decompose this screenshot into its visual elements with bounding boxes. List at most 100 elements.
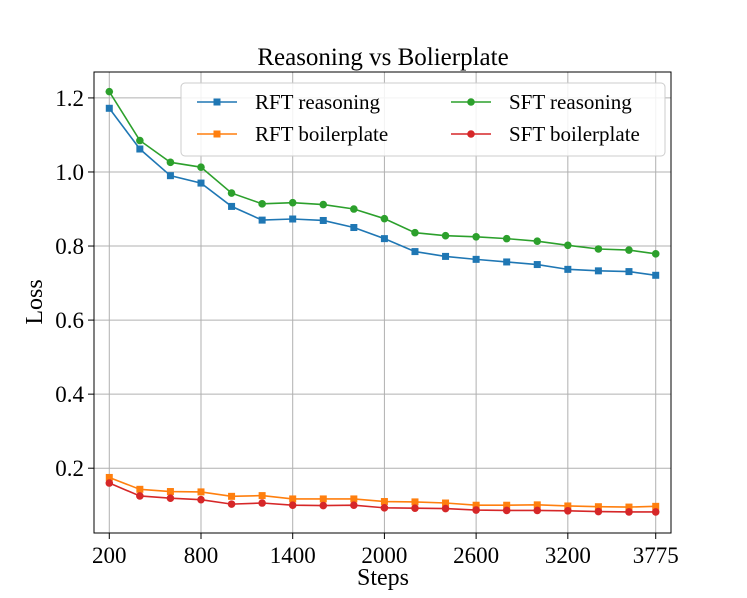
legend-label-sft-reasoning: SFT reasoning — [509, 90, 632, 114]
y-tick-label: 0.4 — [55, 382, 84, 407]
data-point-rft-boilerplate — [228, 492, 236, 500]
legend: RFT reasoning RFT boilerplate SFT reasonin… — [180, 82, 666, 157]
x-axis-label: Steps — [357, 565, 409, 591]
data-point-rft-reasoning — [258, 216, 266, 224]
data-point-sft-boilerplate — [227, 500, 236, 508]
data-point-rft-reasoning — [197, 179, 205, 187]
x-tick-label: 2000 — [361, 543, 407, 568]
data-point-sft-reasoning — [594, 245, 603, 253]
data-point-sft-reasoning — [380, 214, 389, 223]
data-point-sft-reasoning — [564, 241, 572, 250]
data-point-sft-reasoning — [258, 200, 266, 208]
data-point-rft-boilerplate — [289, 495, 297, 503]
data-point-rft-boilerplate — [472, 501, 480, 509]
data-point-rft-reasoning — [228, 202, 236, 210]
x-tick-label: 3200 — [545, 543, 591, 568]
data-point-rft-boilerplate — [652, 502, 660, 510]
data-point-rft-boilerplate — [105, 473, 113, 481]
chart-title: Reasoning vs Bolierplate — [257, 44, 508, 71]
data-point-sft-reasoning — [166, 158, 175, 167]
data-point-sft-boilerplate — [288, 501, 297, 510]
data-point-sft-reasoning — [502, 234, 511, 243]
data-point-sft-boilerplate — [166, 494, 175, 502]
legend-label-rft-boilerplate: RFT boilerplate — [255, 122, 388, 146]
tick-layer: 200 800 1400 2000 2600 3200 3775 0.2 0.4 0.6 0.8 1.… — [55, 86, 678, 568]
series-sft-reasoning — [105, 87, 660, 258]
y-axis-label: Loss — [22, 279, 48, 324]
data-point-rft-reasoning — [105, 104, 113, 112]
data-point-sft-reasoning — [651, 250, 660, 258]
data-point-sft-reasoning — [411, 228, 419, 237]
data-point-rft-reasoning — [136, 145, 144, 153]
data-point-sft-boilerplate — [136, 492, 144, 500]
data-point-sft-reasoning — [441, 231, 450, 240]
legend-marker-sft-boilerplate — [467, 130, 475, 138]
data-point-sft-reasoning — [472, 232, 480, 241]
data-point-rft-reasoning — [350, 224, 358, 232]
data-point-sft-boilerplate — [472, 506, 480, 514]
legend-marker-rft-reasoning — [213, 98, 221, 106]
data-point-sft-reasoning — [533, 237, 542, 246]
data-point-sft-reasoning — [197, 163, 205, 171]
data-point-rft-reasoning — [380, 235, 388, 243]
data-point-sft-boilerplate — [319, 501, 328, 510]
x-tick-label: 200 — [92, 543, 127, 568]
data-point-sft-boilerplate — [105, 479, 114, 487]
data-point-sft-reasoning — [227, 189, 236, 197]
data-point-sft-boilerplate — [441, 504, 450, 513]
legend-label-rft-reasoning: RFT reasoning — [255, 90, 381, 114]
data-point-sft-boilerplate — [651, 508, 660, 516]
data-point-rft-boilerplate — [166, 488, 174, 496]
series-sft-boilerplate — [105, 479, 660, 516]
series-layer — [105, 87, 660, 516]
data-point-sft-reasoning — [625, 246, 633, 254]
data-point-sft-boilerplate — [625, 508, 633, 516]
data-point-rft-boilerplate — [197, 488, 205, 496]
data-point-rft-reasoning — [625, 268, 633, 276]
data-point-sft-reasoning — [319, 200, 328, 209]
data-point-sft-boilerplate — [411, 504, 419, 512]
data-point-sft-boilerplate — [380, 504, 389, 512]
data-point-rft-reasoning — [564, 265, 572, 273]
data-point-rft-boilerplate — [258, 492, 266, 500]
x-tick-label: 800 — [184, 543, 219, 568]
y-tick-label: 0.2 — [55, 456, 84, 481]
data-point-sft-boilerplate — [564, 506, 572, 515]
y-tick-label: 1.2 — [55, 86, 84, 111]
data-point-rft-boilerplate — [503, 501, 511, 509]
data-point-sft-reasoning — [136, 136, 144, 145]
data-point-rft-boilerplate — [319, 495, 327, 503]
data-point-sft-reasoning — [288, 198, 297, 207]
x-tick-label: 3775 — [633, 543, 679, 568]
plot-frame — [93, 71, 672, 534]
data-point-rft-boilerplate — [380, 498, 388, 506]
data-point-rft-boilerplate — [442, 499, 450, 507]
data-point-sft-boilerplate — [533, 506, 542, 515]
data-point-sft-boilerplate — [502, 506, 511, 515]
data-point-rft-reasoning — [503, 258, 511, 266]
y-tick-label: 1.0 — [55, 160, 84, 185]
data-point-rft-boilerplate — [350, 495, 358, 503]
data-point-rft-reasoning — [533, 261, 541, 269]
data-point-sft-reasoning — [105, 87, 114, 96]
legend-box — [180, 82, 666, 157]
series-rft-reasoning — [105, 104, 660, 279]
data-point-rft-reasoning — [472, 255, 480, 263]
data-point-sft-boilerplate — [197, 495, 205, 504]
y-tick-label: 0.8 — [55, 234, 84, 259]
y-tick-label: 0.6 — [55, 308, 84, 333]
data-point-rft-reasoning — [411, 248, 419, 256]
data-point-rft-reasoning — [319, 216, 327, 224]
legend-marker-rft-boilerplate — [213, 130, 221, 138]
data-point-sft-boilerplate — [258, 499, 266, 507]
x-tick-label: 1400 — [270, 543, 316, 568]
data-point-rft-reasoning — [289, 215, 297, 223]
data-point-rft-boilerplate — [625, 503, 633, 511]
series-rft-boilerplate — [105, 473, 660, 511]
data-point-rft-boilerplate — [594, 503, 602, 511]
data-point-sft-reasoning — [350, 205, 358, 213]
data-point-rft-reasoning — [442, 252, 450, 260]
data-point-rft-boilerplate — [136, 485, 144, 493]
data-point-rft-reasoning — [594, 267, 602, 275]
